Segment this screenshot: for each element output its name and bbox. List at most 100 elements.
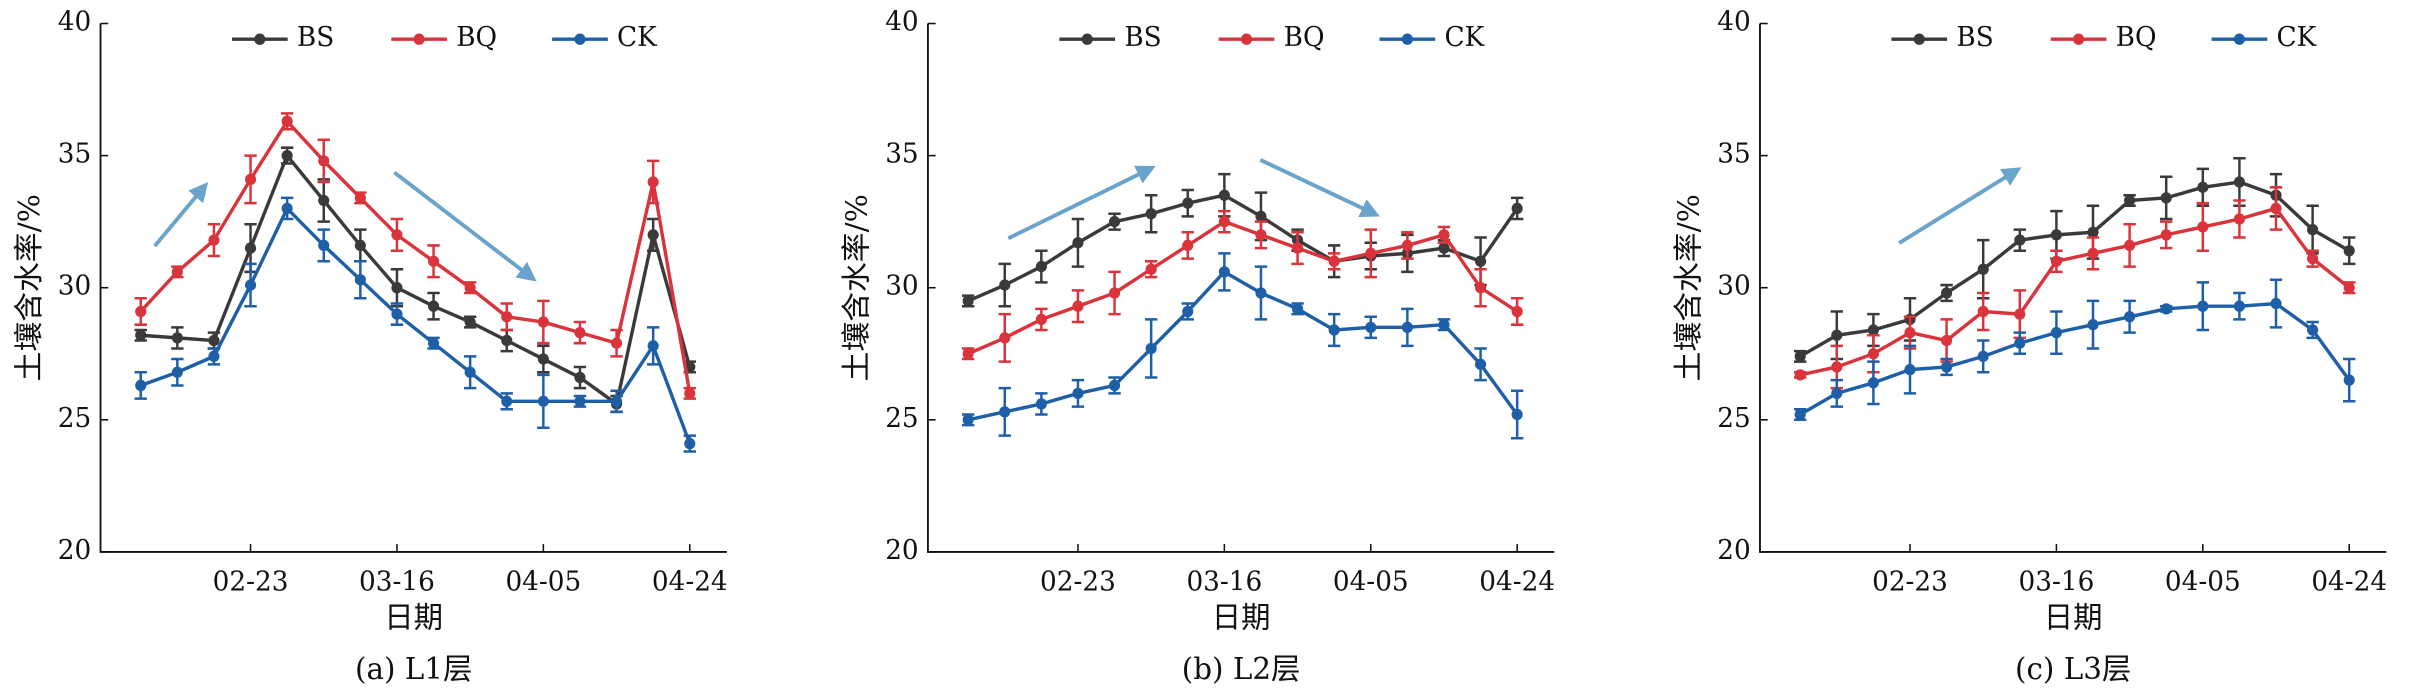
data-point — [962, 348, 974, 360]
data-point — [1904, 363, 1916, 376]
data-point — [962, 295, 974, 307]
y-axis-label: 土壤含水率/% — [839, 194, 873, 381]
data-point — [354, 239, 366, 252]
data-point — [135, 305, 147, 318]
x-tick-label: 04-05 — [1333, 566, 1409, 597]
data-point — [1255, 210, 1267, 223]
data-point — [1794, 369, 1806, 381]
data-point — [464, 282, 476, 294]
series-line — [140, 206, 692, 445]
data-point — [1145, 208, 1157, 220]
data-point — [1328, 324, 1340, 336]
data-point — [244, 173, 257, 186]
x-tick-label: 04-24 — [652, 566, 728, 597]
data-point — [537, 353, 549, 365]
caption: (a) L1层 — [355, 652, 472, 686]
data-point — [574, 371, 586, 384]
x-tick-label: 04-05 — [2165, 566, 2241, 597]
panel: 20 25 30 35 40 02-23 03-16 04-05 04-24 日期 (b) L2层 土… — [839, 6, 1555, 686]
data-point — [1328, 255, 1340, 267]
data-point — [2307, 324, 2319, 336]
x-axis-label: 日期 — [1212, 600, 1271, 634]
x-tick-label: 03-16 — [359, 566, 435, 597]
data-point — [999, 279, 1011, 291]
data-point — [2050, 326, 2062, 339]
data-point — [427, 300, 440, 312]
arrow — [1259, 158, 1380, 218]
arrow — [153, 182, 209, 248]
data-point — [610, 337, 623, 349]
data-point — [318, 239, 330, 252]
y-axis-label: 土壤含水率/% — [12, 194, 46, 381]
data-point — [1218, 216, 1230, 228]
data-point — [208, 350, 220, 363]
axis — [99, 23, 727, 553]
data-point — [1977, 350, 1989, 363]
legend-marker — [1913, 33, 1925, 45]
series-line — [967, 219, 1519, 356]
x-tick-label: 02-23 — [1872, 566, 1948, 597]
data-point — [135, 379, 147, 392]
x-tick-label: 03-16 — [2019, 566, 2095, 597]
trend-arrows — [153, 158, 2022, 282]
data-point — [1072, 300, 1084, 312]
data-point — [1941, 334, 1953, 347]
data-point — [610, 395, 623, 407]
data-point — [1511, 305, 1523, 318]
data-point — [2014, 234, 2026, 246]
data-point — [1401, 239, 1413, 252]
data-point — [1904, 326, 1916, 339]
data-point — [2343, 374, 2355, 386]
caption: (b) L2层 — [1182, 652, 1301, 686]
data-point — [1794, 408, 1806, 421]
x-tick-label: 02-23 — [1040, 566, 1116, 597]
series-line — [1799, 180, 2351, 358]
data-point — [171, 332, 183, 344]
x-tick-label: 03-16 — [1186, 566, 1262, 597]
data-point — [2343, 245, 2355, 257]
data-point — [2233, 176, 2245, 188]
data-point — [281, 202, 293, 215]
y-tick-label: 20 — [1717, 535, 1750, 566]
data-point — [537, 395, 549, 407]
series-line — [967, 193, 1519, 303]
legend-label: CK — [617, 22, 658, 53]
caption: (c) L3层 — [2015, 652, 2131, 686]
panel: 20 25 30 35 40 02-23 03-16 04-05 04-24 日期 (a) L1层 土… — [12, 6, 728, 686]
series-line — [140, 153, 692, 406]
data-point — [2087, 319, 2099, 331]
data-point — [244, 279, 257, 291]
x-tick-label: 04-05 — [505, 566, 581, 597]
y-tick-label: 20 — [885, 535, 918, 566]
data-point — [999, 406, 1011, 418]
data-point — [999, 332, 1011, 344]
legend-marker — [1240, 33, 1253, 45]
data-point — [501, 334, 513, 347]
data-point — [2197, 221, 2209, 233]
data-point — [501, 395, 513, 407]
data-point — [1438, 319, 1450, 331]
y-axis-label: 土壤含水率/% — [1672, 194, 1706, 381]
data-point — [1867, 324, 1879, 336]
legend-label: BS — [1956, 22, 1993, 53]
arrow — [1898, 167, 2022, 245]
data-point — [684, 387, 696, 400]
data-point — [1072, 387, 1084, 400]
legend-label: CK — [2277, 22, 2318, 53]
legend-label: BQ — [2116, 22, 2157, 53]
data-point — [647, 176, 659, 188]
data-point — [464, 366, 476, 378]
legend-label: BQ — [1284, 22, 1325, 53]
data-point — [647, 229, 659, 241]
data-point — [2307, 252, 2319, 265]
data-point — [1438, 229, 1450, 241]
data-point — [2087, 226, 2099, 238]
y-tick-label: 35 — [885, 138, 918, 169]
y-tick-label: 35 — [58, 138, 91, 169]
y-tick-label: 40 — [885, 6, 918, 37]
data-point — [2050, 255, 2062, 267]
data-point — [1291, 242, 1304, 254]
data-point — [1291, 303, 1304, 315]
data-point — [354, 274, 366, 286]
data-point — [281, 149, 293, 162]
